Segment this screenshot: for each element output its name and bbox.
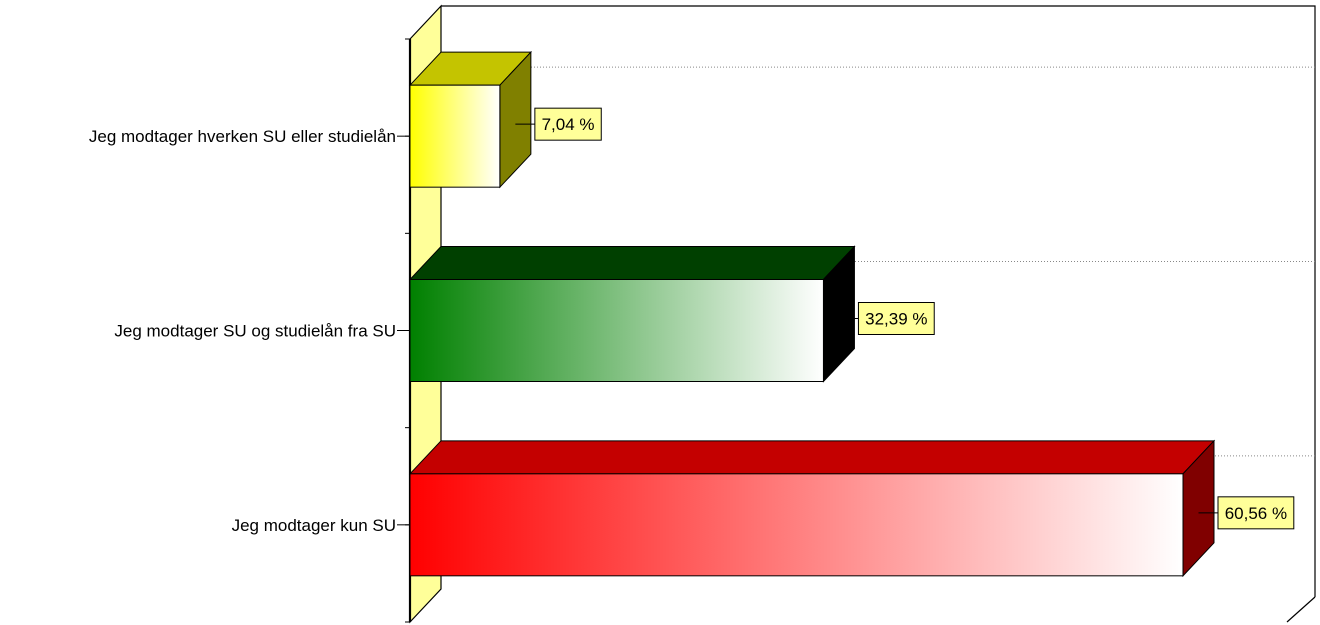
bar-top (408, 246, 856, 280)
bars: 7,04 % 32,39 % 60,56 % (408, 50, 1295, 578)
bar (409, 84, 501, 188)
back-wall-border (441, 5, 1316, 597)
value-label-box (857, 302, 935, 335)
bar (409, 279, 824, 382)
value-label-box (534, 107, 602, 141)
value-label-box (1217, 496, 1295, 530)
category-label: Jeg modtager SU og studielån fra SU (114, 322, 396, 341)
bar-top (408, 440, 1216, 475)
bar (409, 473, 1184, 577)
floor-edge (1286, 596, 1316, 623)
category-label: Jeg modtager hverken SU eller studielån (89, 127, 396, 146)
value-label: 32,39 % (865, 310, 927, 329)
value-label: 60,56 % (1225, 504, 1287, 523)
category-labels: Jeg modtager hverken SU eller studielån J… (89, 127, 410, 535)
value-label: 7,04 % (542, 115, 595, 134)
category-label: Jeg modtager kun SU (232, 516, 396, 535)
